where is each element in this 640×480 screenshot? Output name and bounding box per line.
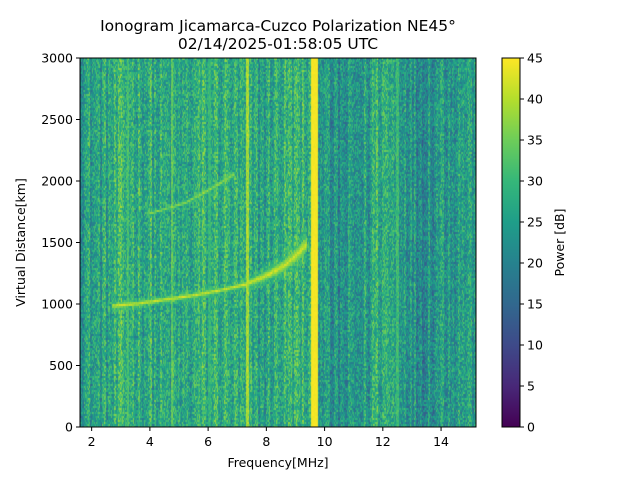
- x-tick-label: 12: [375, 434, 391, 449]
- colorbar-tick-label: 40: [527, 92, 543, 107]
- colorbar-tick-label: 30: [527, 174, 543, 189]
- colorbar-tick-label: 15: [527, 297, 543, 312]
- y-tick-label: 2500: [41, 112, 73, 127]
- x-tick-label: 2: [88, 434, 96, 449]
- x-tick-label: 6: [204, 434, 212, 449]
- x-tick-label: 8: [262, 434, 270, 449]
- colorbar-tick-label: 35: [527, 133, 543, 148]
- x-tick-label: 10: [317, 434, 333, 449]
- colorbar-gradient: [502, 58, 520, 427]
- y-axis-label: Virtual Distance[km]: [13, 178, 28, 307]
- colorbar-ticks: 0 5 10 15 20 25 30 35 40 45: [520, 51, 543, 435]
- colorbar-frame: [501, 57, 521, 428]
- colorbar-tick-label: 25: [527, 215, 543, 230]
- plot-area: [79, 57, 477, 428]
- x-tick-label: 14: [433, 434, 449, 449]
- x-axis-label: Frequency[MHz]: [227, 455, 328, 470]
- y-tick-label: 0: [65, 420, 73, 435]
- y-tick-label: 3000: [41, 51, 73, 66]
- x-tick-label: 4: [146, 434, 154, 449]
- y-tick-label: 1500: [41, 235, 73, 250]
- y-axis: 0 500 1000 1500 2000 2500 3000: [41, 51, 80, 435]
- colorbar-label: Power [dB]: [552, 208, 567, 276]
- heatmap-image: [80, 58, 476, 427]
- y-tick-label: 2000: [41, 174, 73, 189]
- colorbar: 0 5 10 15 20 25 30 35 40 45 Power [dB]: [501, 51, 567, 435]
- colorbar-tick-label: 10: [527, 338, 543, 353]
- chart-subtitle: 02/14/2025-01:58:05 UTC: [178, 35, 378, 53]
- colorbar-tick-label: 5: [527, 379, 535, 394]
- y-tick-label: 1000: [41, 297, 73, 312]
- x-axis: 2 4 6 8 10 12 14: [88, 427, 449, 449]
- colorbar-tick-label: 20: [527, 256, 543, 271]
- chart-title: Ionogram Jicamarca-Cuzco Polarization NE…: [100, 17, 456, 35]
- y-tick-label: 500: [49, 358, 73, 373]
- colorbar-tick-label: 45: [527, 51, 543, 66]
- colorbar-tick-label: 0: [527, 420, 535, 435]
